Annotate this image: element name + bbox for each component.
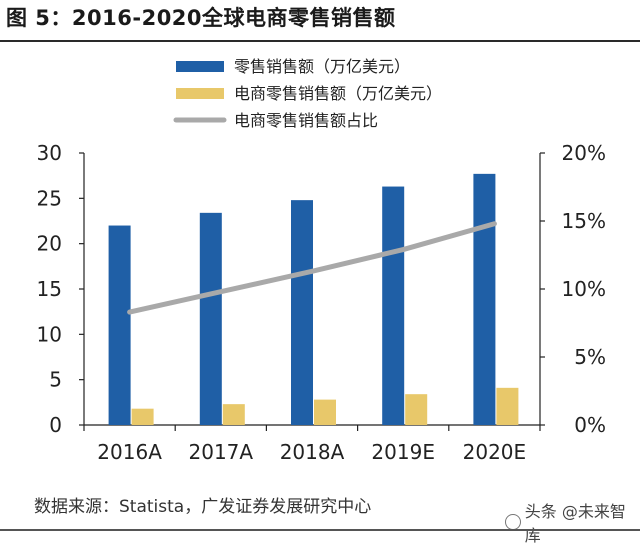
bar-series1-2017A (199, 212, 222, 425)
bottom-divider (0, 529, 640, 531)
y-left-tick-label: 10 (37, 322, 62, 346)
chart-canvas: 零售销售额（万亿美元） 电商零售销售额（万亿美元） 电商零售销售额占比 0 5 10 15 2… (37, 57, 606, 464)
bar-series2-2020E (496, 387, 519, 425)
y-right-tick-label: 20% (562, 141, 606, 165)
y-left-tick-label: 15 (37, 277, 62, 301)
bar-series2-2017A (222, 404, 245, 425)
bar-series1-2016A (108, 225, 131, 425)
bar-series1-2020E (473, 173, 496, 425)
source-note: 数据来源：Statista，广发证券发展研究中心 (34, 497, 372, 517)
legend-label-3: 电商零售销售额占比 (234, 111, 378, 130)
title-divider (0, 40, 640, 42)
x-tick-label: 2016A (97, 440, 162, 464)
watermark-icon (505, 514, 521, 530)
x-tick-label: 2019E (371, 440, 435, 464)
legend-label-2: 电商零售销售额（万亿美元） (234, 84, 442, 103)
bar-series2-2018A (314, 399, 336, 425)
y-right-tick-label: 5% (574, 345, 606, 369)
x-tick-label: 2018A (280, 440, 345, 464)
y-left-tick-label: 5 (49, 368, 62, 392)
line-series-1 (127, 221, 497, 315)
legend-swatch-2 (176, 88, 224, 99)
watermark: 头条 @未来智库 (505, 498, 640, 546)
bar-series1-2018A (291, 200, 313, 425)
bar-series2-2016A (131, 408, 154, 425)
y-right-tick-label: 15% (562, 209, 606, 233)
x-tick-label: 2020E (463, 440, 527, 464)
y-left-tick-label: 0 (49, 413, 62, 437)
y-left-tick-label: 25 (37, 186, 62, 210)
bar-series1-2019E (382, 186, 405, 425)
y-left-tick-label: 30 (37, 141, 62, 165)
y-left-tick-label: 20 (37, 232, 62, 256)
y-right-tick-label: 0% (574, 413, 606, 437)
legend-label-1: 零售销售额（万亿美元） (234, 57, 410, 76)
watermark-text: 头条 @未来智库 (524, 502, 626, 545)
y-right-tick-label: 10% (562, 277, 606, 301)
legend-swatch-1 (176, 61, 224, 72)
x-tick-label: 2017A (189, 440, 254, 464)
bar-series2-2019E (405, 394, 428, 425)
chart-title: 图 5：2016-2020全球电商零售销售额 (6, 6, 396, 30)
